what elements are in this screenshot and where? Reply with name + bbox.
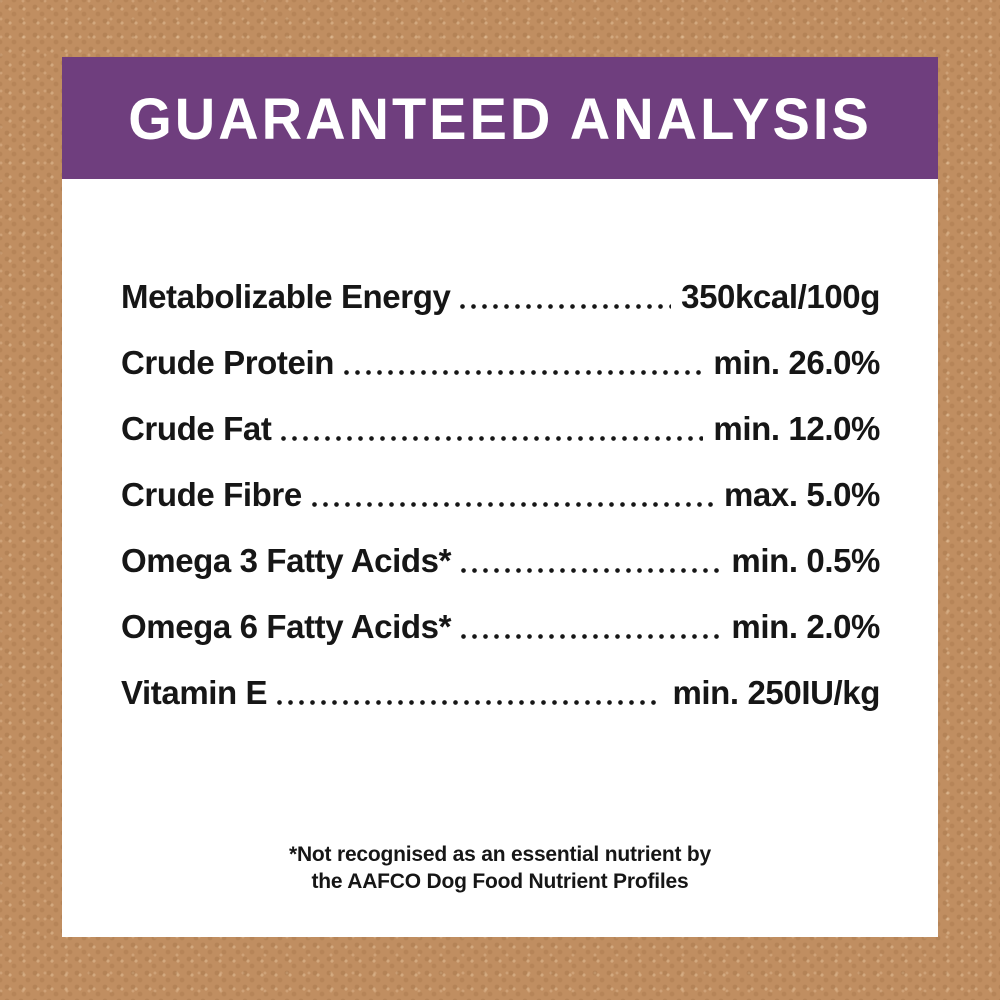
- footnote-line-2: the AAFCO Dog Food Nutrient Profiles: [311, 870, 689, 893]
- nutrient-table: Metabolizable Energy 350kcal/100g Crude …: [62, 179, 938, 726]
- dot-leader: [308, 500, 714, 508]
- dot-leader: [341, 368, 704, 376]
- nutrient-row-metabolizable-energy: Metabolizable Energy 350kcal/100g: [121, 264, 880, 330]
- nutrient-row-crude-protein: Crude Protein min. 26.0%: [121, 330, 880, 396]
- nutrient-row-omega-6: Omega 6 Fatty Acids* min. 2.0%: [121, 594, 880, 660]
- nutrient-row-omega-3: Omega 3 Fatty Acids* min. 0.5%: [121, 528, 880, 594]
- nutrient-label: Omega 6 Fatty Acids*: [121, 608, 452, 645]
- dot-leader: [457, 302, 672, 310]
- nutrient-label: Vitamin E: [121, 674, 268, 711]
- nutrient-label: Omega 3 Fatty Acids*: [121, 542, 452, 579]
- page-title: GUARANTEED ANALYSIS: [128, 85, 872, 151]
- header-band: GUARANTEED ANALYSIS: [62, 57, 938, 179]
- aafco-footnote: *Not recognised as an essential nutrient…: [62, 841, 938, 895]
- nutrient-value: min. 0.5%: [731, 542, 880, 579]
- nutrient-value: min. 12.0%: [713, 410, 880, 447]
- dot-leader: [458, 566, 722, 574]
- dot-leader: [458, 632, 722, 640]
- nutrient-value: min. 2.0%: [731, 608, 880, 645]
- nutrient-value: min. 26.0%: [713, 344, 880, 381]
- nutrient-label: Crude Fibre: [121, 476, 302, 513]
- dot-leader: [274, 698, 663, 706]
- nutrient-row-vitamin-e: Vitamin E min. 250IU/kg: [121, 660, 880, 726]
- dot-leader: [278, 434, 704, 442]
- nutrient-value: min. 250IU/kg: [672, 674, 880, 711]
- guaranteed-analysis-card: GUARANTEED ANALYSIS Metabolizable Energy…: [62, 57, 938, 937]
- nutrient-label: Crude Protein: [121, 344, 334, 381]
- footnote-line-1: *Not recognised as an essential nutrient…: [288, 843, 711, 866]
- nutrient-row-crude-fibre: Crude Fibre max. 5.0%: [121, 462, 880, 528]
- nutrient-value: max. 5.0%: [723, 476, 880, 513]
- nutrient-row-crude-fat: Crude Fat min. 12.0%: [121, 396, 880, 462]
- nutrient-label: Metabolizable Energy: [121, 278, 451, 315]
- nutrient-label: Crude Fat: [121, 410, 272, 447]
- nutrient-value: 350kcal/100g: [681, 278, 880, 315]
